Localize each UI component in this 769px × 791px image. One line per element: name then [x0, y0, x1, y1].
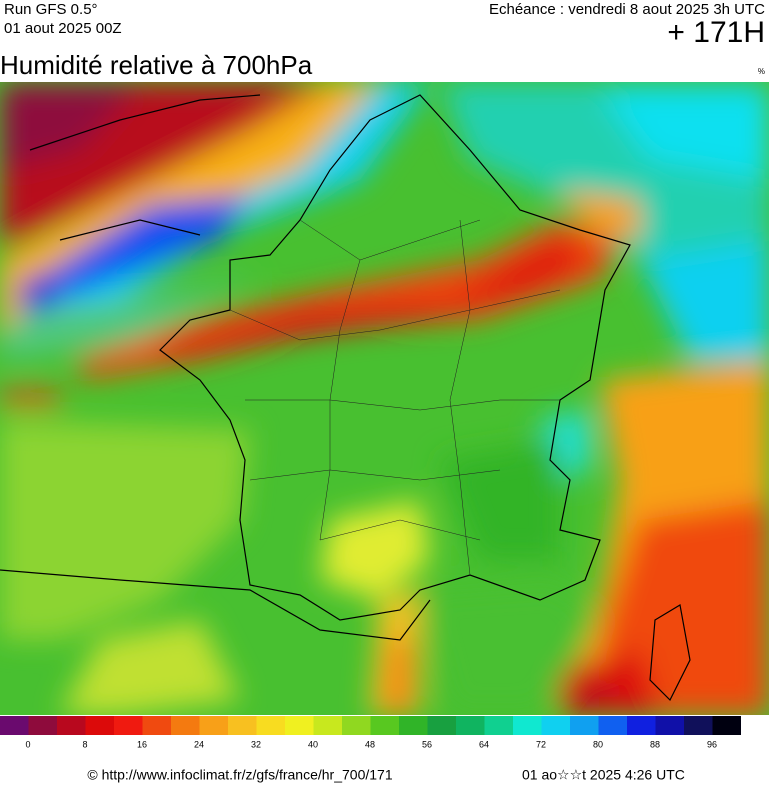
legend-swatch: [513, 716, 542, 735]
legend-tick-label: 8: [82, 739, 87, 749]
legend-swatch: [427, 716, 456, 735]
unit-label: %: [758, 67, 765, 76]
legend-swatch: [228, 716, 257, 735]
legend-swatch: [541, 716, 570, 735]
legend-swatch: [370, 716, 399, 735]
legend-swatch: [342, 716, 371, 735]
legend-swatch: [598, 716, 627, 735]
legend-swatch: [142, 716, 171, 735]
legend-swatch: [28, 716, 57, 735]
legend-swatch: [484, 716, 513, 735]
legend-swatch: [655, 716, 684, 735]
legend-tick-label: 48: [365, 739, 375, 749]
legend-tick-label: 24: [194, 739, 204, 749]
legend-tick-label: 56: [422, 739, 432, 749]
legend-swatch: [85, 716, 114, 735]
legend-tick-label: 40: [308, 739, 318, 749]
lead-time: + 171H: [667, 16, 765, 49]
legend-tick-label: 0: [25, 739, 30, 749]
legend-tick-label: 72: [536, 739, 546, 749]
legend-swatch: [456, 716, 485, 735]
legend-swatch: [171, 716, 200, 735]
legend-swatch: [256, 716, 285, 735]
legend-tick-label: 96: [707, 739, 717, 749]
legend-swatch: [199, 716, 228, 735]
source-url: © http://www.infoclimat.fr/z/gfs/france/…: [87, 767, 392, 783]
legend-swatch: [399, 716, 428, 735]
legend-tick-label: 64: [479, 739, 489, 749]
legend-tick-label: 80: [593, 739, 603, 749]
legend-swatch: [285, 716, 314, 735]
regions: [229, 219, 561, 576]
legend-swatch: [0, 716, 29, 735]
forecast-time: Echéance : vendredi 8 aout 2025 3h UTC: [489, 1, 765, 18]
legend-swatch: [114, 716, 143, 735]
color-legend: 0 8 16 24 32 40 48 56 64 72 80 88 96: [0, 716, 741, 749]
run-label: Run GFS 0.5°: [4, 1, 98, 18]
legend-swatch: [570, 716, 599, 735]
run-date: 01 aout 2025 00Z: [4, 20, 122, 37]
map-title: Humidité relative à 700hPa: [0, 50, 313, 80]
timestamp: 01 ao☆☆t 2025 4:26 UTC: [522, 767, 685, 783]
legend-swatch: [627, 716, 656, 735]
legend-swatch: [712, 716, 741, 735]
legend-tick-label: 32: [251, 739, 261, 749]
legend-swatch: [57, 716, 86, 735]
legend-tick-label: 16: [137, 739, 147, 749]
legend-swatch: [313, 716, 342, 735]
humidity-map: [0, 82, 769, 715]
legend-tick-label: 88: [650, 739, 660, 749]
legend-swatch: [684, 716, 713, 735]
